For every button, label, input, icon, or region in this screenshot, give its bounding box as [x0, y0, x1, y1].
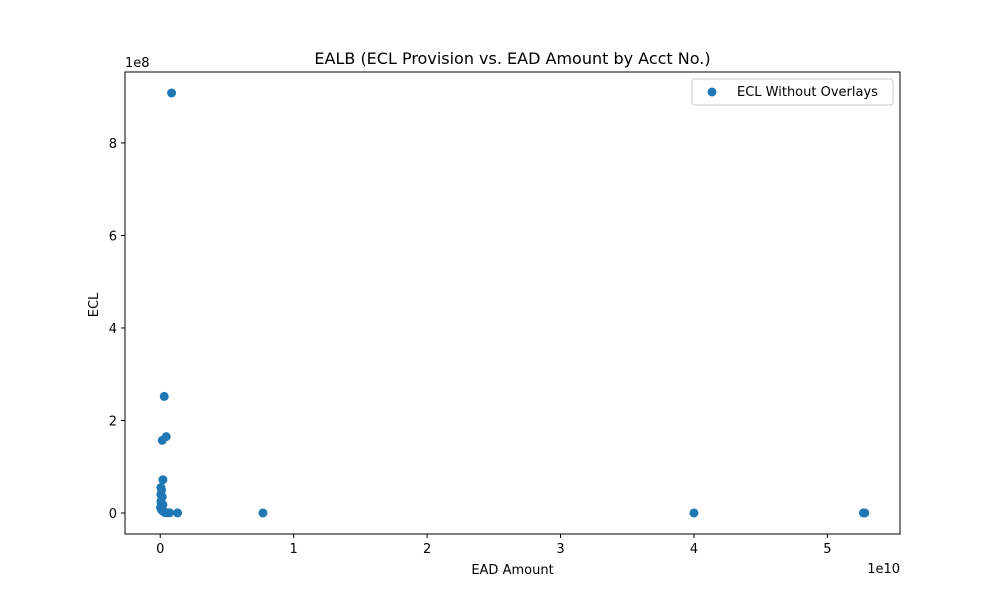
scatter-point	[860, 508, 870, 518]
scatter-point	[165, 508, 175, 518]
scatter-point	[157, 435, 167, 445]
y-tick-label: 0	[109, 507, 117, 522]
scatter-point	[258, 508, 268, 518]
scatter-point	[173, 508, 183, 518]
legend-marker	[707, 87, 717, 97]
y-tick-label: 4	[109, 322, 117, 337]
y-tick-label: 2	[109, 414, 117, 429]
y-axis-label: ECL	[87, 292, 102, 317]
y-tick-label: 6	[109, 229, 117, 244]
x-tick-label: 2	[423, 542, 431, 557]
legend-label: ECL Without Overlays	[737, 85, 878, 100]
scatter-point	[158, 475, 168, 485]
y-tick-label: 8	[109, 137, 117, 152]
legend: ECL Without Overlays	[691, 78, 894, 106]
scatter-point	[159, 391, 169, 401]
y-offset-text: 1e8	[125, 56, 150, 71]
chart-title: EALB (ECL Provision vs. EAD Amount by Ac…	[314, 49, 710, 68]
x-tick-label: 1	[290, 542, 298, 557]
plot-frame	[124, 71, 901, 535]
x-offset-text: 1e10	[867, 562, 900, 577]
scatter-point	[167, 88, 177, 98]
legend-box	[691, 78, 894, 106]
x-tick-label: 5	[823, 542, 831, 557]
scatter-point	[689, 508, 699, 518]
x-tick-label: 0	[156, 542, 164, 557]
x-tick-label: 4	[690, 542, 698, 557]
x-axis-label: EAD Amount	[471, 563, 553, 578]
x-tick-label: 3	[556, 542, 564, 557]
